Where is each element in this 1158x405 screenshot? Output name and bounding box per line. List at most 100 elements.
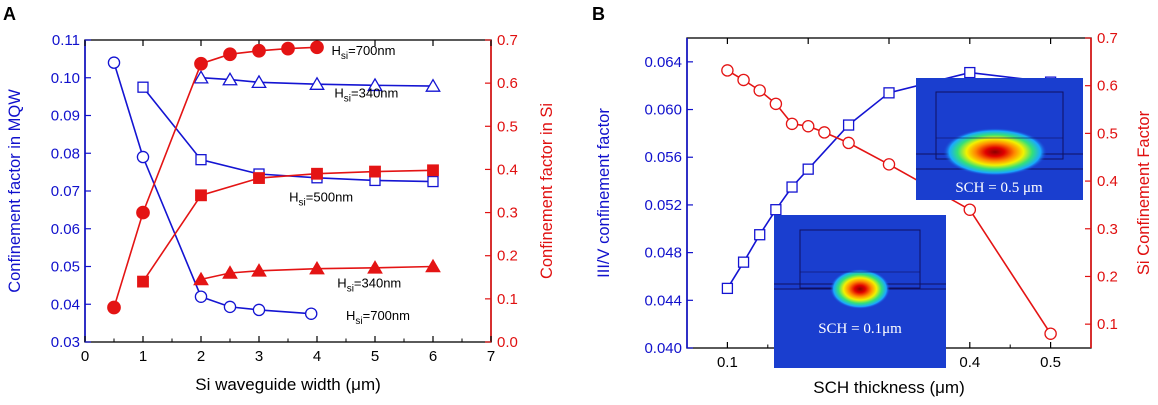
panel-a-data-point	[304, 307, 318, 320]
panel-b-data-point	[818, 126, 831, 139]
panel-b-data-point	[786, 181, 798, 193]
panel-b-data-point	[769, 97, 783, 111]
panel-a-y-left-tick-label: 0.07	[51, 183, 80, 200]
panel-b-data-point	[770, 204, 782, 216]
panel-a-data-point	[367, 77, 383, 92]
panel-b-y-left-tick-label: 0.052	[644, 197, 682, 214]
panel-b-y-right-tick-label: 0.5	[1097, 125, 1118, 142]
panel-a-data-point	[425, 78, 441, 92]
panel-b-data-point	[753, 84, 766, 97]
inset-sch-0-5: SCH = 0.5 μm	[916, 78, 1083, 200]
panel-a-data-point	[311, 167, 323, 180]
panel-b-y-right-label: Si Confinement Factor	[1135, 110, 1153, 275]
panel-b-data-point	[801, 119, 815, 133]
panel-b-y-left-tick-label: 0.064	[644, 54, 682, 71]
panel-a-x-tick-label: 1	[139, 348, 147, 365]
panel-a-data-point	[195, 189, 207, 202]
panel-a-y-right-tick-label: 0.6	[497, 75, 518, 92]
panel-b-data-point	[737, 256, 750, 268]
panel-b-data-point	[721, 282, 734, 295]
panel-a-y-left-tick-label: 0.03	[51, 334, 80, 351]
panel-b-data-point	[737, 73, 750, 87]
panel-b-y-left-tick-label: 0.040	[644, 340, 682, 357]
inset-sch-0-5-mode-profile	[943, 128, 1047, 176]
panel-a-data-point	[251, 74, 267, 89]
inset-sch-0-1-label: SCH = 0.1μm	[818, 321, 902, 337]
panel-a-ticks: 0 1 2 3 4 5 6 70.030.040.050.060.070.080.090.10…	[51, 32, 518, 365]
panel-b-data-point	[964, 66, 976, 79]
inset-sch-0-1-mode-profile	[830, 269, 890, 309]
panel-b-data-point	[754, 229, 766, 241]
panel-b-data-point	[882, 158, 896, 171]
panel-a-y-right-tick-label: 0.2	[497, 248, 518, 265]
panel-a-y-left-tick-label: 0.11	[52, 32, 80, 49]
panel-a-data-point	[222, 265, 238, 279]
panel-a-y-left-tick-label: 0.04	[51, 296, 80, 313]
panel-a-data-point	[194, 56, 208, 71]
panel-a-annotation: Hsi=700nm	[332, 43, 396, 62]
panel-b-y-left-label: III/V confinement factor	[595, 108, 613, 278]
panel-a-annotation: Hsi=500nm	[289, 190, 353, 209]
panel-a-data-point	[310, 40, 324, 55]
panel-a-data-point	[107, 56, 121, 69]
inset-sch-0-5-label: SCH = 0.5 μm	[955, 180, 1043, 196]
panel-a-x-tick-label: 3	[255, 348, 263, 365]
panel-a-data-point	[137, 275, 149, 288]
panel-a-label: A	[3, 4, 16, 24]
panel-a-x-tick-label: 5	[371, 348, 379, 365]
panel-a-x-tick-label: 0	[81, 348, 89, 365]
panel-b-label: B	[592, 4, 605, 24]
panel-b-data-point	[963, 203, 977, 216]
panel-b-y-left-tick-label: 0.044	[644, 292, 682, 309]
panel-a-data-point	[107, 300, 121, 315]
panel-a-data-point	[193, 271, 209, 286]
panel-a-data-point	[427, 175, 439, 188]
panel-b-y-left-tick-label: 0.048	[644, 245, 682, 262]
panel-b-y-right-tick-label: 0.1	[1097, 316, 1118, 333]
inset-sch-0-1: SCH = 0.1μm	[774, 215, 946, 368]
panel-b-y-right-tick-label: 0.2	[1097, 268, 1118, 285]
panel-a-data-point	[369, 165, 381, 178]
panel-a-series	[107, 40, 441, 320]
panel-b-data-point	[721, 64, 734, 77]
panel-b-data-point	[1044, 327, 1057, 340]
panel-a-data-point	[367, 260, 383, 274]
panel-a-series-line-4	[142, 169, 434, 283]
panel-a-annotation: Hsi=340nm	[337, 275, 401, 294]
panel-a-data-point	[136, 150, 150, 164]
panel-a-data-point	[425, 258, 441, 273]
panel-b-data-point	[785, 117, 799, 131]
panel-b-series	[721, 64, 1057, 340]
panel-a-data-point	[252, 303, 266, 317]
panel-a-y-right-tick-label: 0.5	[497, 118, 518, 135]
panel-a-y-right-tick-label: 0.4	[497, 161, 518, 178]
panel-a-y-right-tick-label: 0.1	[497, 291, 518, 308]
panel-a-y-left-label: Confinement factor in MQW	[6, 89, 24, 293]
panel-a-y-left-tick-label: 0.08	[51, 145, 80, 162]
panel-a-data-point	[222, 71, 238, 86]
panel-a-x-tick-label: 4	[313, 348, 321, 365]
panel-a-data-point	[137, 81, 149, 93]
panel-a-y-left-tick-label: 0.05	[51, 259, 80, 276]
panel-a-y-right-tick-label: 0.3	[497, 205, 518, 222]
panel-a-data-point	[309, 260, 325, 275]
panel-a-y-right-tick-label: 0.7	[497, 32, 518, 49]
panel-b-data-point	[883, 87, 895, 99]
panel-a-data-point	[194, 290, 208, 303]
panel-a: A 0 1 2 3 4 5 6 7 0.03 0.04 0.05 0.06 0.07 0.08 0.09 0.…	[3, 4, 556, 394]
panel-a-data-point	[136, 205, 150, 220]
panel-b-x-label: SCH thickness (μm)	[813, 378, 964, 397]
panel-b-x-tick-label: 0.4	[959, 354, 980, 371]
panel-a-annotation: Hsi=700nm	[346, 308, 410, 327]
panel-b-y-left-tick-label: 0.060	[644, 102, 682, 119]
panel-b: B 0.1 0.2 0.3 0.4 0.5 0.040 0.044 0.048 0.052 0.0…	[592, 4, 1153, 397]
panel-b-y-right-tick-label: 0.6	[1097, 78, 1118, 95]
panel-a-data-point	[253, 172, 265, 184]
panel-a-y-right-label: Confinement factor in Si	[538, 103, 556, 279]
panel-a-x-tick-label: 2	[197, 348, 205, 365]
panel-a-y-left-tick-label: 0.09	[51, 108, 80, 125]
panel-a-data-point	[427, 164, 439, 177]
panel-a-y-left-tick-label: 0.10	[51, 70, 80, 87]
panel-b-y-right-tick-label: 0.7	[1097, 30, 1118, 47]
